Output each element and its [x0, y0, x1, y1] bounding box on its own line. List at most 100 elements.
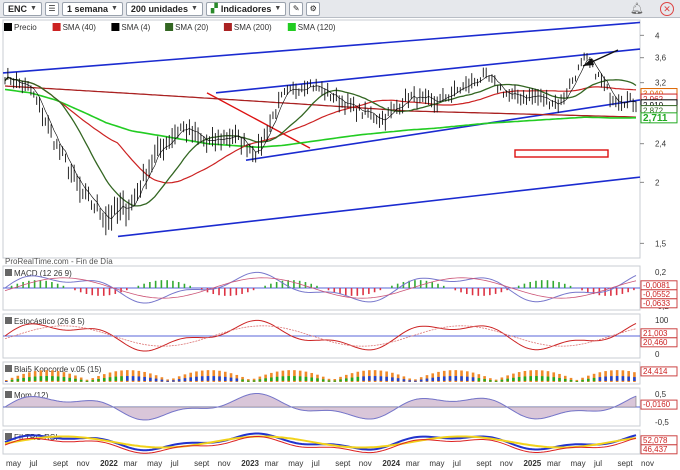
close-icon[interactable]: ✕	[660, 2, 674, 16]
x-axis-label: nov	[77, 459, 90, 468]
macd-histogram-bar	[160, 280, 163, 288]
koncorde-sub-bar	[321, 379, 325, 382]
macd-histogram-bar	[16, 283, 19, 288]
indicators-icon: ▞	[210, 3, 218, 13]
koncorde-sub-bar	[51, 376, 54, 381]
price-tick-label: 3,6	[655, 54, 667, 63]
timeframe-label: 1 semana	[66, 3, 108, 14]
koncorde-sub-bar	[581, 379, 584, 382]
koncorde-sub-bar	[454, 376, 458, 381]
settings-icon[interactable]: ⚙	[306, 1, 321, 16]
sma200-line	[4, 85, 637, 118]
macd-histogram-bar	[114, 288, 117, 294]
macd-line	[4, 271, 637, 304]
koncorde-sub-bar	[97, 379, 100, 382]
koncorde-bar	[143, 371, 146, 382]
koncorde-sub-bar	[114, 376, 118, 381]
symbol-selector[interactable]: ENC ▼	[3, 1, 42, 16]
menu-icon[interactable]: ☰	[44, 1, 59, 16]
x-axis-label: jul	[452, 459, 461, 468]
rsi-tag-box	[640, 444, 678, 455]
koncorde-sub-bar	[10, 379, 14, 382]
macd-histogram-bar	[235, 288, 238, 296]
macd-histogram-bar	[143, 283, 145, 288]
stoch-tick-label: 0	[655, 350, 660, 359]
macd-tag-label: -0,0552	[643, 290, 671, 299]
chevron-down-icon: ▼	[110, 5, 118, 12]
macd-histogram-bar	[33, 280, 36, 288]
koncorde-sub-bar	[437, 376, 440, 381]
macd-histogram-bar	[517, 285, 520, 288]
indicators-button[interactable]: ▞ Indicadores ▼	[205, 1, 287, 16]
koncorde-sub-bar	[610, 376, 613, 381]
price-tick-label: 3,2	[655, 79, 667, 88]
koncorde-bar	[56, 370, 60, 382]
macd-histogram-bar	[627, 288, 629, 293]
koncorde-sub-bar	[333, 380, 337, 382]
koncorde-sub-bar	[633, 377, 636, 382]
koncorde-sub-bar	[529, 376, 532, 381]
macd-histogram-bar	[177, 282, 180, 288]
macd-histogram-bar	[304, 282, 307, 288]
koncorde-sub-bar	[79, 379, 83, 382]
koncorde-sub-bar	[489, 380, 492, 382]
macd-histogram-bar	[91, 288, 94, 296]
mom-title: Mom (12)	[14, 391, 49, 400]
macd-histogram-bar	[471, 288, 474, 296]
koncorde-sub-bar	[344, 378, 348, 382]
macd-histogram-bar	[206, 288, 209, 293]
macd-histogram-bar	[489, 288, 491, 296]
symbol-label: ENC	[8, 3, 28, 14]
koncorde-sub-bar	[431, 377, 435, 382]
koncorde-sub-bar	[264, 378, 267, 382]
macd-histogram-bar	[287, 280, 289, 288]
x-axis-label: sept	[335, 459, 351, 468]
macd-histogram-bar	[494, 288, 497, 294]
macd-histogram-bar	[350, 288, 353, 296]
koncorde-bar	[425, 375, 429, 382]
x-axis-label: sept	[53, 459, 69, 468]
draw-icon[interactable]: ✎	[289, 1, 304, 16]
bell-icon[interactable]: 🔔︎	[630, 3, 644, 15]
macd-histogram-bar	[45, 280, 47, 288]
x-axis-label: may	[288, 459, 303, 468]
x-axis-label: may	[570, 459, 585, 468]
macd-histogram-bar	[437, 283, 439, 288]
macd-histogram-bar	[10, 285, 13, 288]
macd-histogram-bar	[414, 280, 416, 288]
koncorde-bar	[517, 372, 521, 382]
macd-histogram-bar	[610, 288, 612, 296]
koncorde-tag-box	[640, 366, 678, 377]
macd-histogram-bar	[621, 288, 624, 294]
macd-histogram-bar	[316, 285, 318, 288]
koncorde-bar	[172, 378, 175, 382]
legend-item-2: SMA (4)	[121, 23, 150, 32]
koncorde-sub-bar	[598, 377, 602, 382]
legend-swatch	[287, 23, 296, 31]
macd-histogram-bar	[137, 285, 140, 288]
legend-swatch	[165, 23, 174, 31]
koncorde-sub-bar	[247, 380, 250, 382]
koncorde-sub-bar	[477, 378, 481, 382]
koncorde-sub-bar	[149, 377, 152, 382]
macd-histogram-bar	[270, 283, 272, 288]
units-selector[interactable]: 200 unidades ▼	[125, 1, 203, 16]
macd-tag-label: -0,0633	[643, 299, 671, 308]
rsi-tag-label: 52,078	[643, 436, 668, 445]
sma120-line	[4, 88, 636, 149]
koncorde-bar	[212, 370, 216, 382]
x-axis-label: mar	[547, 459, 561, 468]
koncorde-sub-bar	[39, 376, 43, 381]
stoch-swatch	[5, 317, 12, 324]
koncorde-sub-bar	[621, 376, 625, 381]
timeframe-selector[interactable]: 1 semana ▼	[61, 1, 123, 16]
koncorde-sub-bar	[506, 378, 509, 382]
legend-swatch	[223, 23, 232, 31]
sma40-line	[4, 76, 637, 184]
koncorde-sub-bar	[22, 377, 25, 382]
toolbar: ENC ▼ ☰ 1 semana ▼ 200 unidades ▼ ▞ Indicado…	[0, 0, 680, 18]
koncorde-sub-bar	[552, 377, 556, 382]
koncorde-sub-bar	[385, 376, 388, 381]
macd-histogram-bar	[189, 285, 192, 288]
